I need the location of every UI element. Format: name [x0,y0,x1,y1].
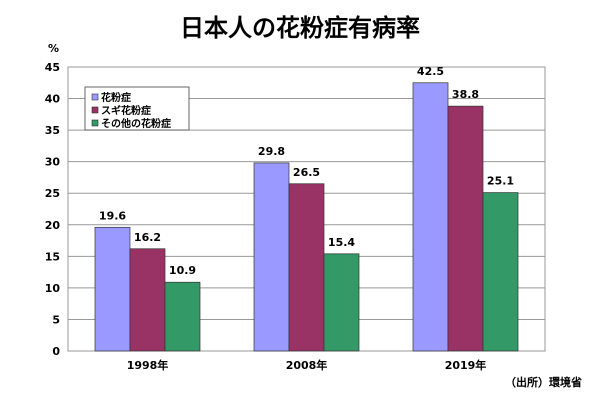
data-label: 42.5 [417,65,444,78]
bar [323,253,360,352]
x-tick-label: 1998年 [127,358,169,372]
bar [129,248,166,352]
bar [412,82,449,352]
data-label: 19.6 [99,209,126,222]
chart-title: 日本人の花粉症有病率 [180,14,420,42]
data-label: 16.2 [134,231,161,244]
y-tick-label: 35 [45,124,60,137]
bar [482,192,519,352]
legend-label: その他の花粉症 [101,117,171,130]
legend-label: 花粉症 [101,91,131,104]
y-axis-unit: % [48,42,59,55]
x-tick-label: 2008年 [286,358,328,372]
bar [447,105,484,352]
legend-swatch [91,106,99,114]
legend-swatch [91,119,99,127]
y-tick-label: 5 [52,313,60,326]
x-tick-label: 2019年 [445,358,487,372]
y-tick-label: 0 [52,345,60,358]
legend-label: スギ花粉症 [101,104,151,117]
legend-swatch [91,93,99,101]
legend [84,86,190,131]
data-label: 25.1 [487,175,514,188]
y-tick-label: 45 [45,61,60,74]
data-label: 15.4 [328,236,355,249]
data-label: 38.8 [452,88,479,101]
y-tick-label: 40 [45,93,61,106]
data-label: 26.5 [293,166,320,179]
bar [164,281,201,352]
data-label: 29.8 [258,145,285,158]
data-label: 10.9 [169,264,196,277]
y-tick-label: 30 [45,156,61,169]
y-tick-label: 25 [45,187,60,200]
bar [288,183,325,352]
y-tick-label: 15 [45,250,60,263]
y-tick-label: 10 [45,282,61,295]
bar [253,162,290,352]
bar [94,226,131,352]
y-tick-label: 20 [45,219,61,232]
source-note: （出所）環境省 [505,376,582,389]
